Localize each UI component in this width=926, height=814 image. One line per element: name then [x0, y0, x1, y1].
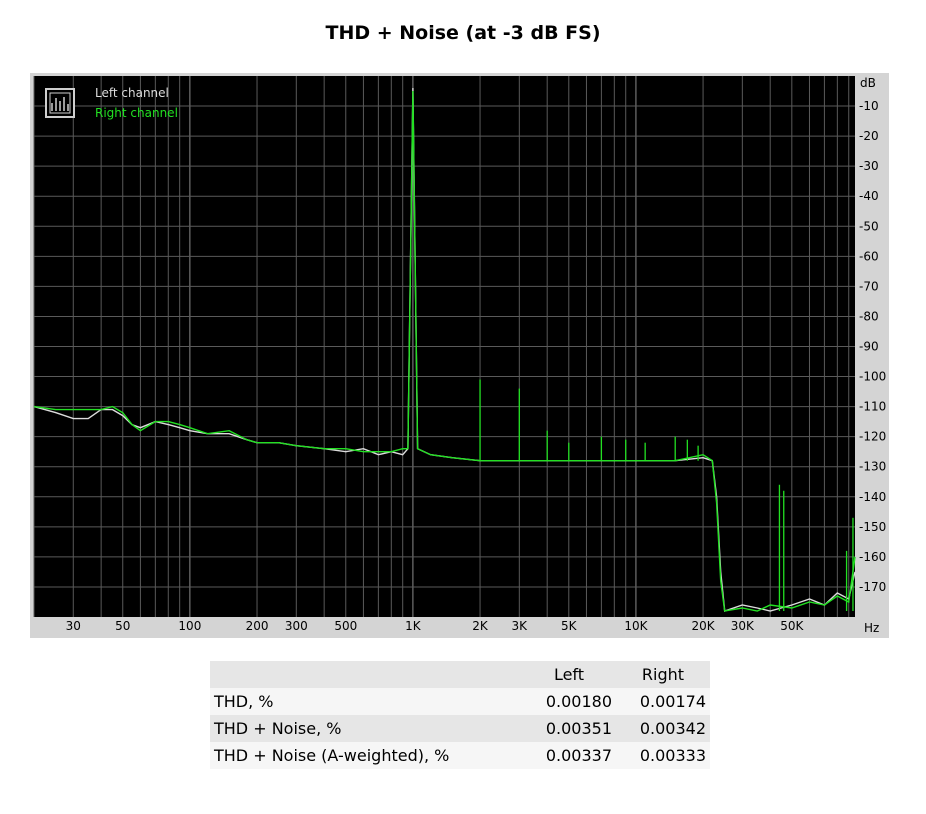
y-tick-label: -120: [859, 430, 886, 444]
y-tick-label: -40: [859, 189, 879, 203]
x-tick-label: 5K: [561, 619, 578, 633]
y-tick-label: -80: [859, 309, 879, 323]
row-label: THD + Noise (A-weighted), %: [214, 746, 450, 765]
x-tick-label: 200: [246, 619, 269, 633]
row-left-value: 0.00337: [545, 746, 612, 765]
table-row: THD + Noise, % 0.00351 0.00342: [210, 715, 710, 742]
row-left-value: 0.00180: [545, 692, 612, 711]
y-tick-label: -90: [859, 340, 879, 354]
grid: [33, 76, 855, 617]
chart-title: THD + Noise (at -3 dB FS): [325, 22, 601, 44]
y-tick-label: -100: [859, 370, 886, 384]
spectrum-chart: 30 50 100 200 300 500 1K 2K 3K 5K 10K 20K 30K 50K -10…: [30, 73, 889, 638]
series-line-right: [33, 90, 856, 612]
x-tick-label: 30K: [731, 619, 755, 633]
y-tick-label: -60: [859, 249, 879, 263]
legend-right: Right channel: [95, 106, 178, 120]
row-label: THD, %: [214, 692, 274, 711]
y-tick-label: -50: [859, 219, 879, 233]
y-tick-label: -10: [859, 99, 879, 113]
x-tick-label: 3K: [512, 619, 529, 633]
row-right-value: 0.00333: [639, 746, 706, 765]
header-left: Left: [553, 665, 585, 684]
harmonic-peaks: [479, 379, 854, 611]
x-tick-label: 100: [178, 619, 201, 633]
row-right-value: 0.00174: [639, 692, 706, 711]
y-tick-label: -20: [859, 129, 879, 143]
y-tick-label: -30: [859, 159, 879, 173]
results-header-row: Left Right: [210, 661, 710, 688]
x-tick-label: 20K: [691, 619, 715, 633]
x-tick-label: 50K: [780, 619, 804, 633]
y-tick-labels: -10 -20 -30 -40 -50 -60 -70 -80 -90 -100 -110 -120 -…: [859, 99, 886, 594]
x-unit-label: Hz: [864, 621, 879, 635]
header-blank: [210, 661, 522, 688]
spectrum-plot: 30 50 100 200 300 500 1K 2K 3K 5K 10K 20K 30K 50K -10…: [33, 76, 886, 635]
x-tick-label: 500: [334, 619, 357, 633]
x-tick-label: 2K: [472, 619, 489, 633]
y-tick-label: -70: [859, 279, 879, 293]
y-tick-label: -150: [859, 520, 886, 534]
y-unit-label: dB: [860, 76, 876, 90]
row-left-value: 0.00351: [545, 719, 612, 738]
row-right-value: 0.00342: [639, 719, 706, 738]
y-tick-label: -160: [859, 550, 886, 564]
legend-left: Left channel: [95, 86, 169, 100]
series-group: [33, 87, 856, 612]
x-tick-label: 30: [66, 619, 81, 633]
x-tick-label: 1K: [405, 619, 422, 633]
x-tick-label: 10K: [624, 619, 648, 633]
y-tick-label: -140: [859, 490, 886, 504]
legend-icon: [45, 88, 75, 118]
x-tick-labels: 30 50 100 200 300 500 1K 2K 3K 5K 10K 20K 30K 50K: [66, 619, 805, 633]
x-tick-label: 50: [115, 619, 130, 633]
results-table: Left Right THD, % 0.00180 0.00174 THD + …: [210, 661, 710, 769]
y-tick-label: -110: [859, 400, 886, 414]
table-row: THD, % 0.00180 0.00174: [210, 688, 710, 715]
header-right: Right: [641, 665, 685, 684]
legend: Left channel Right channel: [45, 86, 178, 120]
table-row: THD + Noise (A-weighted), % 0.00337 0.00…: [210, 742, 710, 769]
row-label: THD + Noise, %: [214, 719, 342, 738]
y-tick-label: -130: [859, 460, 886, 474]
y-tick-label: -170: [859, 580, 886, 594]
x-tick-label: 300: [285, 619, 308, 633]
